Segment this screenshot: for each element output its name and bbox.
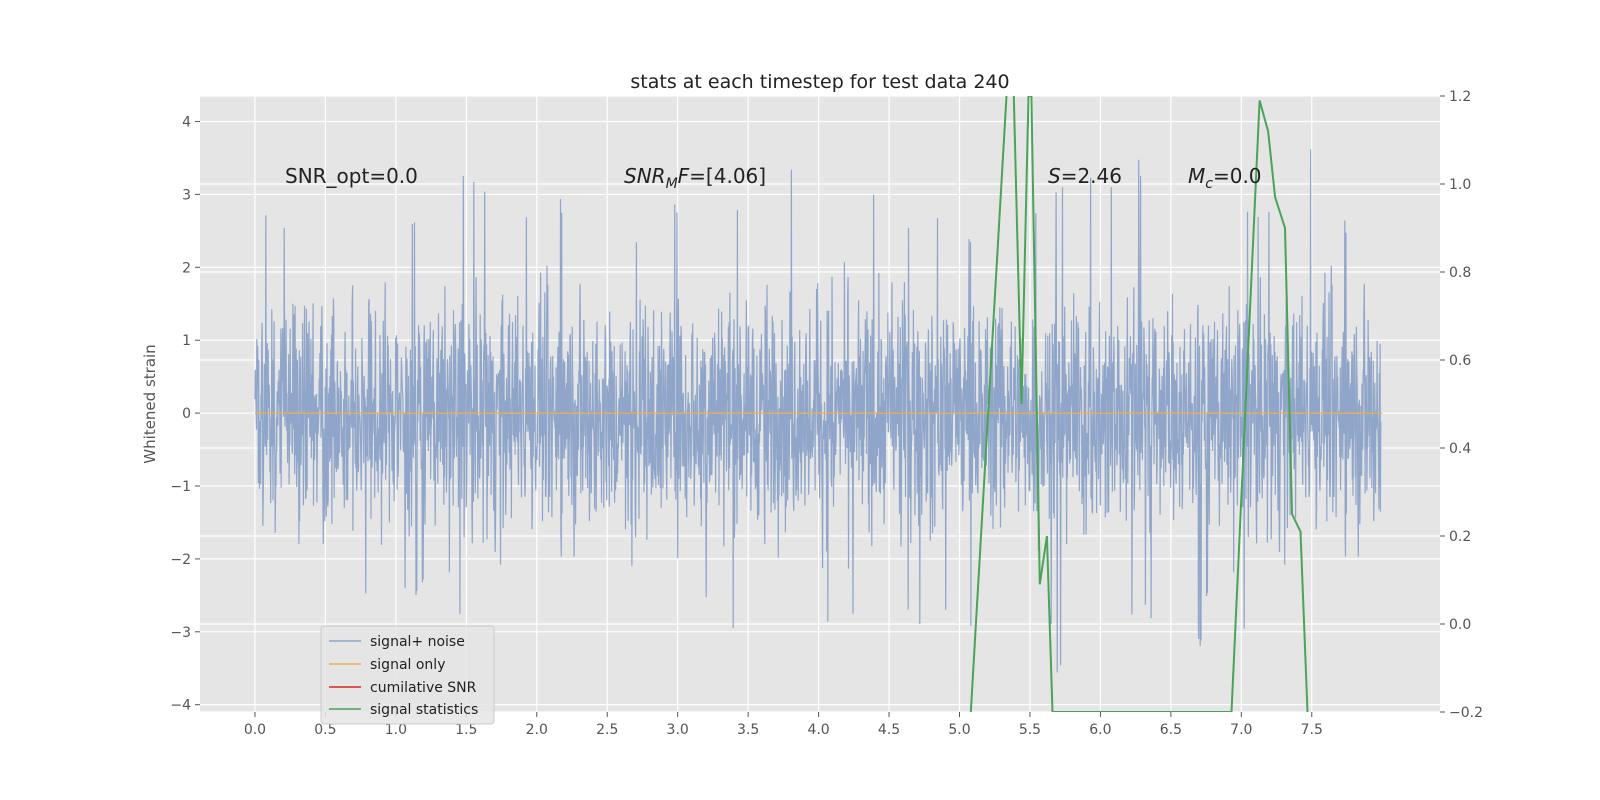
y-axis-label: Whitened strain [141,344,159,463]
right-y-tick-label: 1.2 [1449,89,1471,105]
x-tick-label: 2.0 [526,722,548,738]
x-tick-label: 0.5 [314,722,336,738]
y-tick-label: 1 [182,333,191,349]
snr-mf-subscript: M [666,176,678,192]
legend: signal+ noise signal only cumilative SNR… [320,625,495,725]
x-tick-label: 6.5 [1160,722,1182,738]
y-tick-label: −1 [170,479,191,495]
signal-noise-series [254,149,1382,673]
snr-mf-annotation: SNRMF=[4.06] [624,164,766,192]
mc-value: =0.0 [1213,164,1262,188]
right-y-tick-label: 1.0 [1449,177,1471,193]
x-tick-label: 4.0 [807,722,829,738]
right-y-tick-label: 0.6 [1449,353,1471,369]
s-value: =2.46 [1061,164,1122,188]
y-tick-labels: −4 −3 −2 −1 0 1 2 3 4 [170,115,200,714]
signal-statistics-series [969,96,1309,712]
legend-label-cumulative-snr: cumilative SNR [370,680,477,696]
y-tick-label: −2 [170,552,191,568]
mc-subscript: c [1205,176,1213,192]
right-y-tick-label: 0.8 [1449,265,1471,281]
x-tick-label: 5.5 [1019,722,1041,738]
legend-label-signal-statistics: signal statistics [370,702,478,718]
x-tick-label: 1.0 [385,722,407,738]
x-tick-label: 2.5 [596,722,618,738]
legend-label-signal-only: signal only [370,657,445,673]
y-tick-label: 2 [182,260,191,276]
legend-box [320,625,495,725]
snr-mf-name: SNR [624,164,666,188]
x-tick-label: 1.5 [455,722,477,738]
right-y-tick-label: −0.2 [1449,705,1483,721]
y-tick-label: 4 [182,115,191,131]
snr-mf-rest: F [678,164,690,188]
s-annotation: S=2.46 [1048,164,1122,188]
x-tick-label: 5.0 [948,722,970,738]
snr-opt-annotation: SNR_opt=0.0 [285,164,418,188]
right-y-tick-labels: −0.2 0.0 0.2 0.4 0.6 0.8 1.0 1.2 [1440,89,1483,721]
chart-title: stats at each timestep for test data 240 [630,71,1009,93]
right-y-tick-label: 0.0 [1449,617,1471,633]
snr-mf-value: =[4.06] [689,164,766,188]
right-y-tick-label: 0.2 [1449,529,1471,545]
mc-annotation: Mc=0.0 [1188,164,1262,192]
x-tick-labels: 0.0 0.5 1.0 1.5 2.0 2.5 3.0 3.5 4.0 4.5 5.0 5.5 6.0 6… [244,712,1323,738]
mc-name: M [1188,164,1205,188]
x-tick-label: 7.5 [1301,722,1323,738]
signal-noise-line [254,149,1382,673]
right-y-tick-label: 0.4 [1449,441,1471,457]
x-tick-label: 7.0 [1230,722,1252,738]
x-tick-label: 3.5 [737,722,759,738]
y-tick-label: −4 [170,698,191,714]
legend-label-signal-noise: signal+ noise [370,634,465,650]
y-tick-label: 0 [182,406,191,422]
y-tick-label: −3 [170,625,191,641]
x-tick-label: 3.0 [667,722,689,738]
x-tick-label: 4.5 [878,722,900,738]
x-tick-label: 6.0 [1089,722,1111,738]
s-name: S [1048,164,1061,188]
y-tick-label: 3 [182,187,191,203]
x-tick-label: 0.0 [244,722,266,738]
signal-statistics-line [969,96,1309,712]
